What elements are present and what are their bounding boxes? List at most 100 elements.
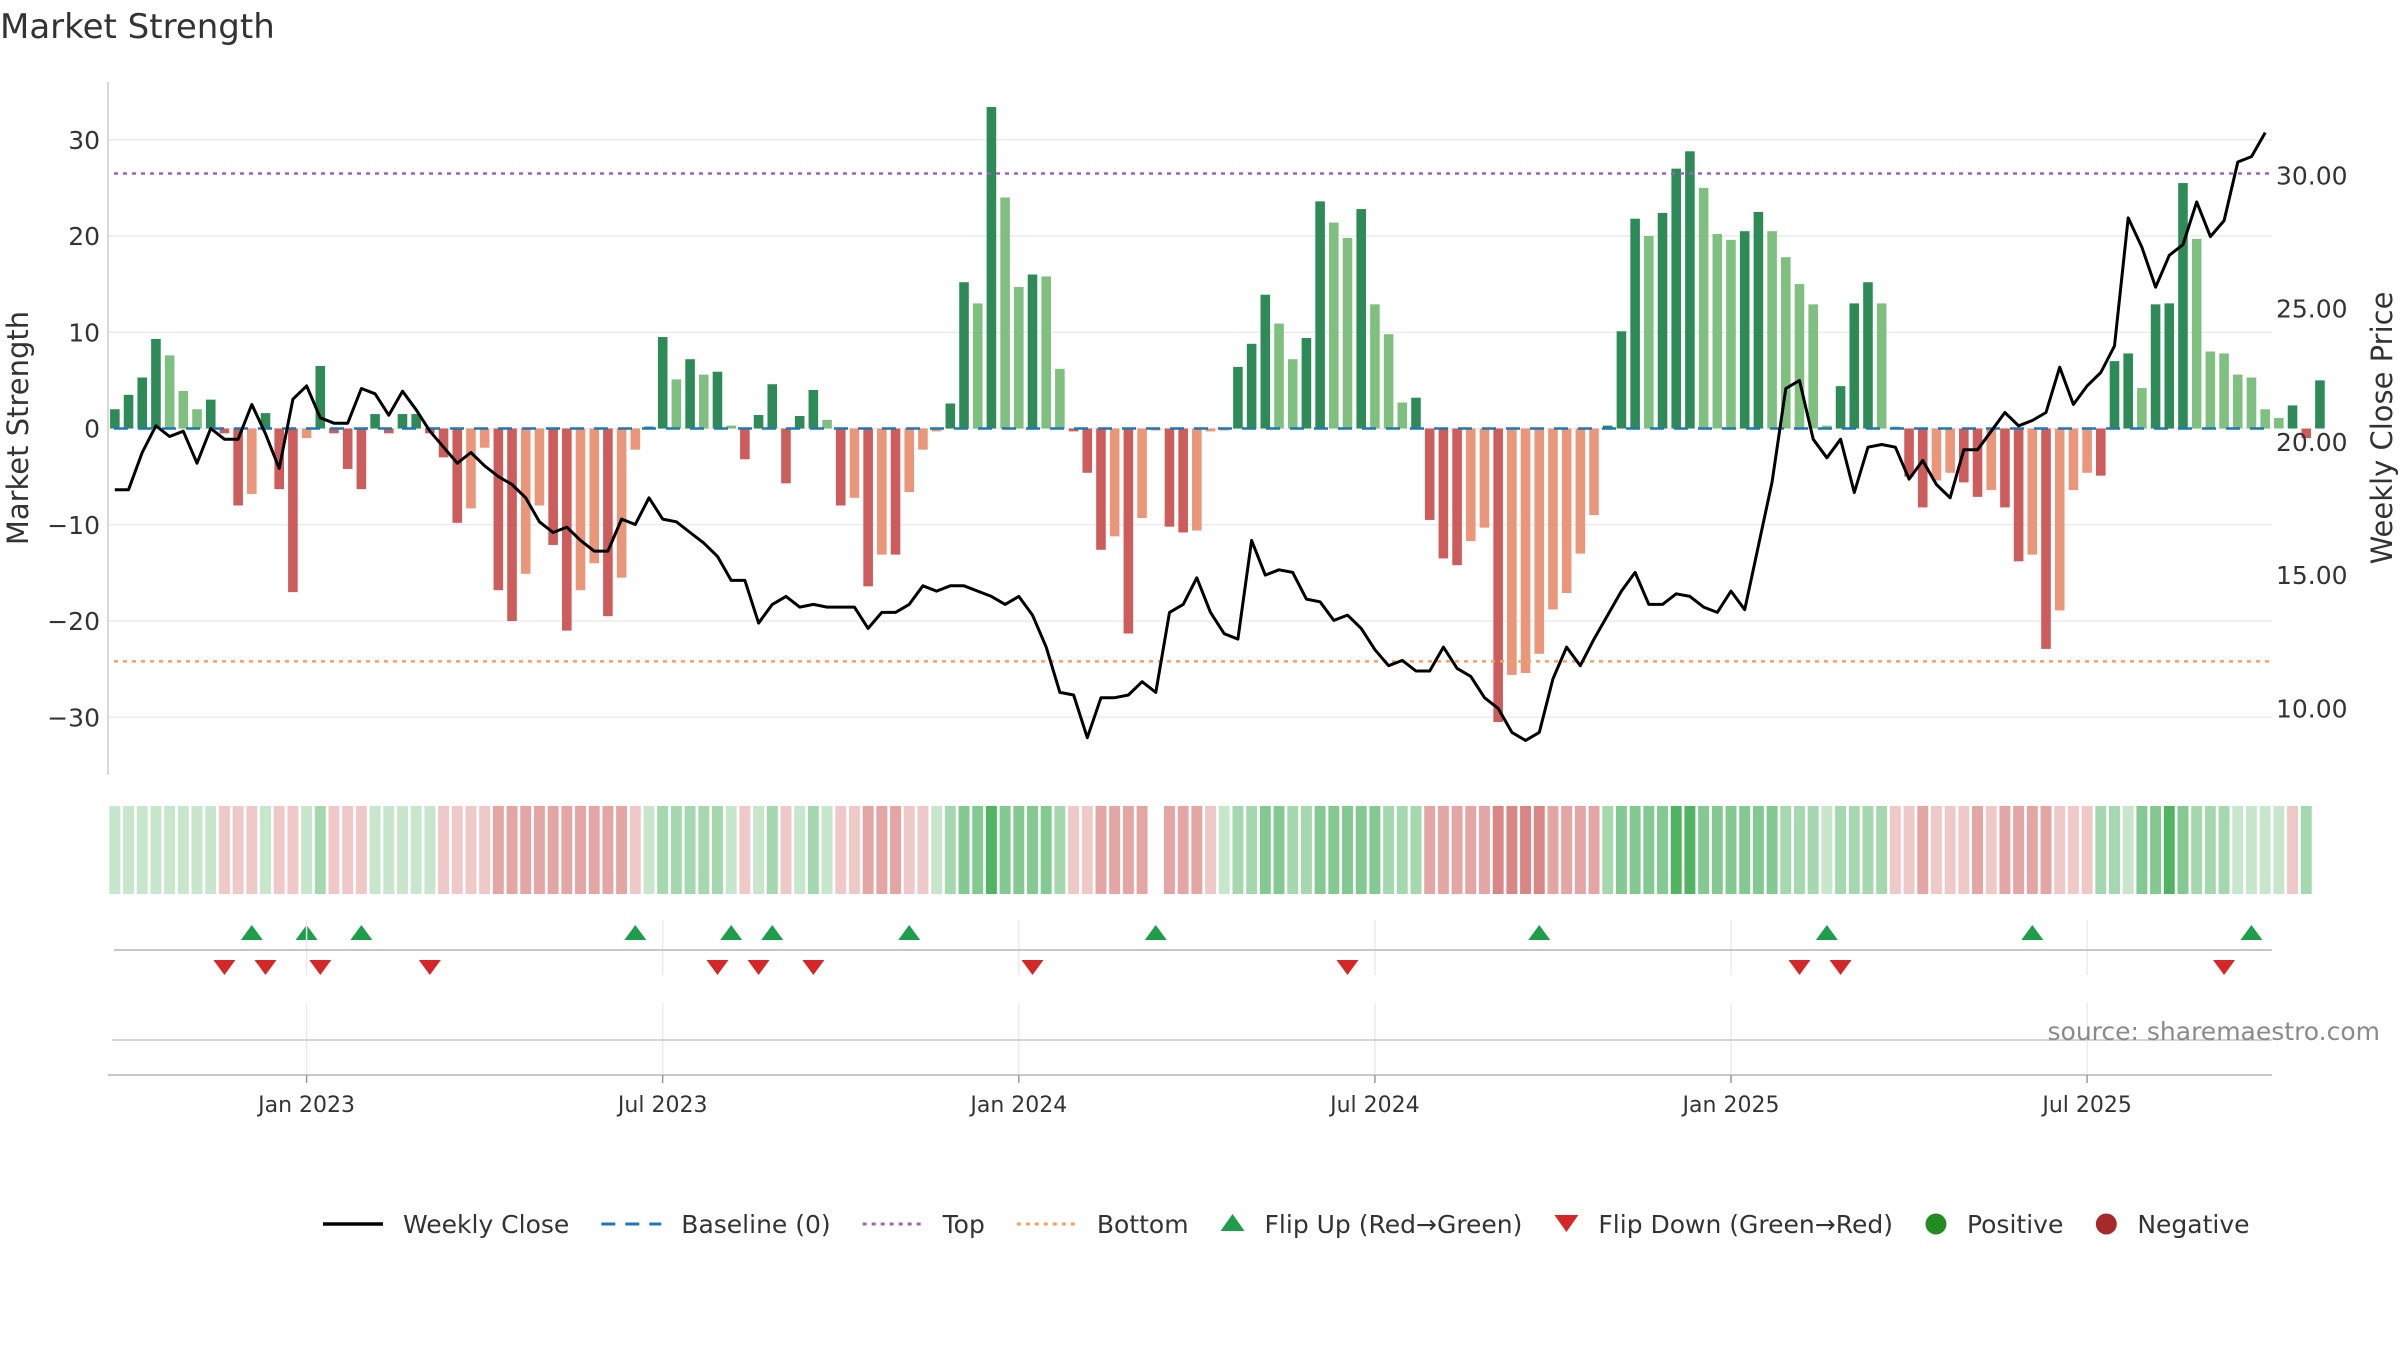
bar-positive xyxy=(767,384,778,429)
bar-negative xyxy=(548,428,558,545)
legend-item: Top xyxy=(862,1210,985,1239)
flip-down-marker xyxy=(802,960,825,975)
bar-positive xyxy=(1055,368,1065,429)
regime-cell-positive xyxy=(301,806,313,894)
bar-negative xyxy=(288,428,298,593)
regime-cell-positive xyxy=(2273,806,2285,894)
regime-cell-positive xyxy=(1287,806,1299,894)
bar-negative xyxy=(493,428,504,591)
bar-positive xyxy=(110,409,120,429)
bar-negative xyxy=(1931,428,1942,481)
regime-cell-positive xyxy=(1684,806,1696,894)
bar-positive xyxy=(2219,353,2229,429)
regime-cell-negative xyxy=(1588,806,1600,894)
regime-cell-positive xyxy=(396,806,408,894)
bar-negative xyxy=(356,428,367,490)
strength-bars xyxy=(110,107,2325,723)
legend-item: Flip Down (Green→Red) xyxy=(1554,1210,1893,1239)
regime-cell-negative xyxy=(2013,806,2025,894)
regime-cell-negative xyxy=(355,806,367,894)
bar-negative xyxy=(1137,428,1147,519)
regime-cell-negative xyxy=(1944,806,1956,894)
regime-cell-positive xyxy=(314,806,326,894)
flip-up-marker xyxy=(1815,925,1838,940)
regime-cell-positive xyxy=(1766,806,1778,894)
regime-cell-positive xyxy=(1670,806,1682,894)
regime-cell-negative xyxy=(903,806,915,894)
regime-cell-positive xyxy=(2232,806,2244,894)
legend-swatch-circle xyxy=(2095,1213,2117,1235)
bar-negative xyxy=(1972,428,1983,497)
bar-negative xyxy=(342,428,353,469)
bar-positive xyxy=(753,415,764,429)
x-tick-label: Jan 2023 xyxy=(256,1093,355,1118)
regime-cell-positive xyxy=(1615,806,1627,894)
regime-cell-negative xyxy=(1985,806,1997,894)
flip-up-marker xyxy=(624,925,647,940)
regime-cell-negative xyxy=(616,806,628,894)
y2-tick-label: 10.00 xyxy=(2276,694,2348,723)
regime-cell-positive xyxy=(150,806,162,894)
bar-negative xyxy=(630,428,641,450)
regime-cell-positive xyxy=(1040,806,1052,894)
bar-positive xyxy=(1849,303,1860,429)
bar-negative xyxy=(589,428,600,564)
regime-cell-negative xyxy=(1205,806,1217,894)
bar-negative xyxy=(740,428,750,460)
bar-positive xyxy=(1000,197,1010,429)
bar-positive xyxy=(685,359,695,429)
regime-cell-positive xyxy=(1657,806,1668,894)
regime-cell-negative xyxy=(602,806,614,894)
bar-negative xyxy=(835,428,846,506)
bar-negative xyxy=(507,428,517,621)
y2-axis-label: Weekly Close Price xyxy=(2365,292,2399,565)
bar-negative xyxy=(438,428,449,458)
regime-cell-negative xyxy=(438,806,450,894)
bar-positive xyxy=(2260,409,2270,429)
flip-down-marker xyxy=(213,960,236,975)
bar-positive xyxy=(972,303,983,429)
bar-negative xyxy=(1534,428,1545,654)
regime-cell-positive xyxy=(260,806,271,894)
regime-cell-negative xyxy=(342,806,354,894)
bar-positive xyxy=(698,374,709,429)
regime-cell-positive xyxy=(1027,806,1038,894)
flip-down-marker xyxy=(1788,960,1811,975)
bar-negative xyxy=(329,428,339,434)
regime-cell-negative xyxy=(273,806,285,894)
regime-cell-negative xyxy=(1547,806,1559,894)
legend-item: Flip Up (Red→Green) xyxy=(1220,1210,1522,1239)
flip-up-marker xyxy=(720,925,743,940)
bar-positive xyxy=(1027,274,1038,429)
regime-cell-negative xyxy=(1177,806,1189,894)
regime-cell-positive xyxy=(410,806,422,894)
regime-cell-negative xyxy=(1437,806,1449,894)
y-tick-label: −30 xyxy=(47,703,100,732)
bar-positive xyxy=(1835,386,1846,429)
regime-cell-positive xyxy=(657,806,669,894)
flip-down-marker xyxy=(1021,960,1044,975)
regime-cell-positive xyxy=(1807,806,1819,894)
bar-positive xyxy=(822,419,832,429)
bar-negative xyxy=(1507,428,1517,675)
bar-positive xyxy=(1657,212,1668,429)
regime-cell-negative xyxy=(506,806,518,894)
legend-item: Positive xyxy=(1925,1210,2063,1239)
price-series xyxy=(114,131,2267,742)
regime-cell-negative xyxy=(835,806,847,894)
regime-cell-positive xyxy=(1355,806,1367,894)
bar-positive xyxy=(2232,374,2243,429)
bar-negative xyxy=(849,428,860,498)
y-tick-label: −20 xyxy=(47,607,100,636)
regime-cell-negative xyxy=(465,806,477,894)
regime-cell-negative xyxy=(246,806,258,894)
regime-cell-positive xyxy=(1862,806,1874,894)
chart-title: Market Strength xyxy=(0,7,275,47)
x-tick-label: Jan 2025 xyxy=(1681,1093,1780,1118)
bar-positive xyxy=(1246,343,1257,429)
flip-up-marker xyxy=(1528,925,1551,940)
bar-positive xyxy=(164,355,175,429)
bar-positive xyxy=(397,414,408,429)
regime-cell-negative xyxy=(848,806,860,894)
